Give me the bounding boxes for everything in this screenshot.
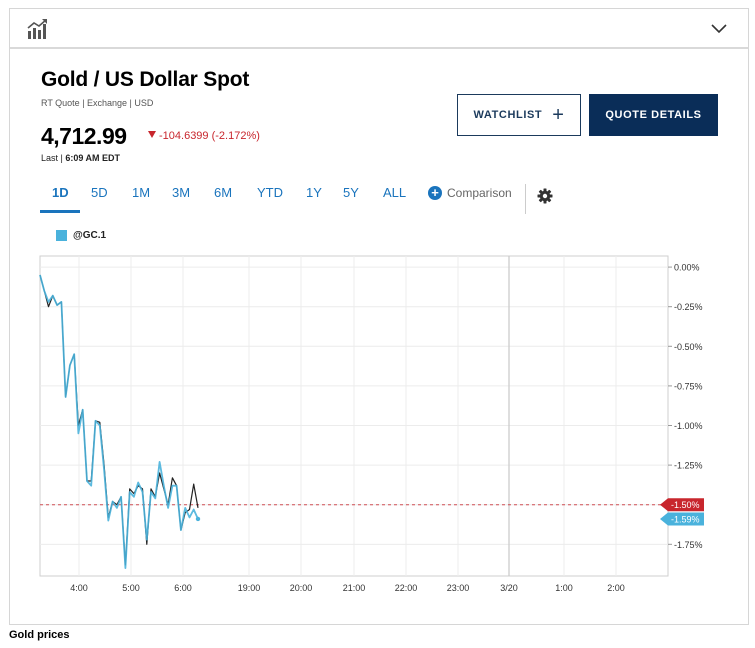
last-time-value: 6:09 AM EDT — [65, 153, 121, 163]
plus-icon: + — [552, 104, 565, 126]
tab-ytd[interactable]: YTD — [257, 185, 283, 200]
comparison-button[interactable]: + Comparison — [428, 186, 512, 200]
quote-details-label: QUOTE DETAILS — [605, 109, 702, 121]
quote-details-button[interactable]: QUOTE DETAILS — [589, 94, 718, 136]
tab-5d[interactable]: 5D — [91, 185, 108, 200]
y-tick-label: -0.75% — [674, 381, 703, 391]
active-tab-indicator — [40, 210, 80, 213]
legend-swatch — [56, 230, 67, 241]
tab-6m[interactable]: 6M — [214, 185, 233, 200]
toolbar-divider — [525, 184, 526, 214]
x-tick-label: 20:00 — [290, 583, 313, 593]
tab-1y[interactable]: 1Y — [306, 185, 322, 200]
chevron-down-icon[interactable] — [710, 20, 728, 38]
chart-panel: Gold / US Dollar Spot RT Quote | Exchang… — [9, 8, 749, 625]
y-tick-label: -1.00% — [674, 421, 703, 431]
x-tick-label: 2:00 — [607, 583, 625, 593]
series-line-main — [39, 274, 199, 569]
last-trade-time: Last | 6:09 AM EDT — [41, 153, 121, 163]
price-chart[interactable]: 0.00% -0.25% -0.50% -0.75% -1.00% -1.25% -1.50… — [0, 0, 755, 600]
instrument-title: Gold / US Dollar Spot — [41, 68, 250, 91]
y-tick-label: 0.00% — [674, 263, 700, 273]
last-value-label: -1.59% — [671, 514, 700, 524]
y-tick-label: -1.75% — [674, 540, 703, 550]
x-tick-label: 19:00 — [238, 583, 261, 593]
watchlist-label: WATCHLIST — [473, 109, 543, 121]
tab-1d[interactable]: 1D — [52, 185, 69, 200]
series-line-secondary — [39, 274, 199, 566]
y-tick-label: -0.25% — [674, 302, 703, 312]
tab-3m[interactable]: 3M — [172, 185, 191, 200]
x-tick-label: 3/20 — [500, 583, 518, 593]
comparison-label: Comparison — [447, 186, 512, 200]
x-tick-label: 4:00 — [70, 583, 88, 593]
add-circle-icon: + — [428, 186, 442, 200]
reference-value-flag — [660, 498, 704, 512]
price-change: -104.6399 (-2.172%) — [148, 130, 260, 142]
gear-icon[interactable] — [537, 188, 553, 204]
watchlist-button[interactable]: WATCHLIST + — [457, 94, 581, 136]
last-value-flag — [660, 512, 704, 526]
x-tick-label: 6:00 — [174, 583, 192, 593]
chart-trend-icon[interactable] — [26, 18, 48, 40]
chart-caption: Gold prices — [9, 629, 70, 641]
tab-5y[interactable]: 5Y — [343, 185, 359, 200]
quote-subtitle: RT Quote | Exchange | USD — [41, 98, 154, 108]
price-change-value: -104.6399 (-2.172%) — [159, 130, 260, 142]
down-triangle-icon — [148, 131, 156, 138]
x-tick-label: 1:00 — [555, 583, 573, 593]
y-tick-label: -1.25% — [674, 461, 703, 471]
last-label: Last — [41, 153, 59, 163]
x-tick-label: 22:00 — [395, 583, 418, 593]
legend-symbol: @GC.1 — [73, 230, 107, 241]
y-tick-label: -0.50% — [674, 342, 703, 352]
chart-legend: @GC.1 — [56, 230, 106, 241]
last-price: 4,712.99 — [41, 123, 127, 149]
tab-1m[interactable]: 1M — [132, 185, 151, 200]
x-tick-label: 21:00 — [343, 583, 366, 593]
x-tick-label: 5:00 — [122, 583, 140, 593]
panel-header — [10, 9, 748, 49]
tab-all[interactable]: ALL — [383, 185, 407, 200]
last-point-marker — [195, 516, 201, 522]
reference-value-label: -1.50% — [671, 500, 700, 510]
x-tick-label: 23:00 — [447, 583, 470, 593]
